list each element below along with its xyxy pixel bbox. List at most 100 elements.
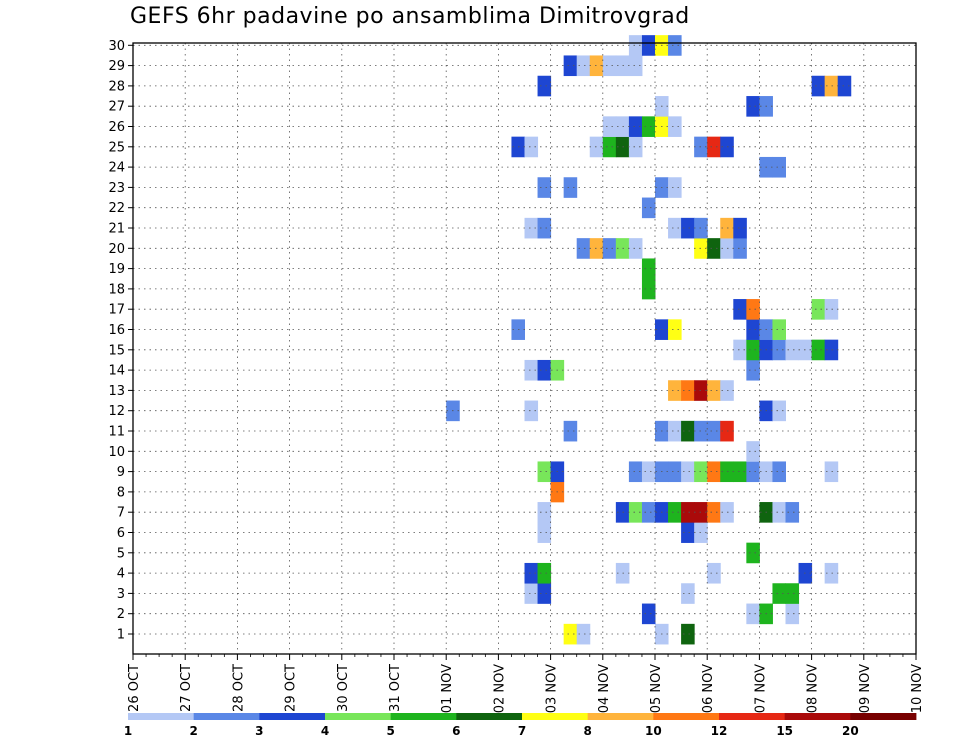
y-tick-label: 1 (117, 628, 125, 643)
heatmap-cell (641, 502, 656, 523)
heatmap-cell (681, 522, 695, 543)
legend-swatch (193, 713, 260, 720)
y-tick-label: 24 (108, 161, 125, 176)
heatmap-cell (524, 136, 539, 158)
heatmap-cell (681, 502, 695, 523)
heatmap-cell (668, 461, 682, 483)
heatmap-cell (576, 55, 591, 77)
heatmap-cell (641, 35, 656, 56)
y-axis: 1234567891011121314151617181920212223242… (108, 39, 133, 643)
heatmap-cell (785, 339, 800, 361)
legend-swatch (128, 713, 195, 720)
heatmap-cell (733, 238, 747, 259)
heatmap-cell (746, 299, 760, 320)
legend-label: 8 (583, 724, 591, 738)
heatmap-cell (668, 319, 682, 340)
x-tick-label: 07 NOV (753, 664, 768, 713)
y-tick-label: 16 (108, 323, 125, 338)
heatmap-cells (446, 35, 852, 645)
heatmap-cell (811, 75, 826, 97)
x-tick-label: 08 NOV (806, 664, 821, 713)
heatmap-cell (576, 238, 591, 259)
y-tick-label: 21 (108, 222, 125, 237)
heatmap-cell (628, 35, 643, 56)
grid-lines (133, 43, 916, 654)
heatmap-cell (681, 583, 695, 604)
heatmap-cell (681, 217, 695, 239)
heatmap-cell (772, 502, 786, 523)
heatmap-cell (537, 217, 552, 239)
x-tick-label: 30 OCT (336, 664, 351, 712)
legend-label: 5 (386, 724, 394, 738)
heatmap-cell (668, 420, 682, 442)
heatmap-cell (668, 217, 682, 239)
heatmap-cell (524, 400, 539, 422)
heatmap-cell (707, 420, 721, 442)
heatmap-cell (537, 562, 552, 584)
y-tick-label: 8 (117, 485, 125, 500)
heatmap-cell (772, 339, 786, 361)
y-tick-label: 3 (117, 587, 125, 602)
heatmap-cell (641, 278, 656, 300)
x-tick-label: 05 NOV (649, 664, 664, 713)
legend-swatch (719, 713, 786, 720)
heatmap-cell (537, 75, 552, 97)
heatmap-cell (746, 319, 760, 340)
y-tick-label: 7 (117, 506, 125, 521)
heatmap-cell (811, 339, 826, 361)
heatmap-cell (602, 116, 617, 137)
heatmap-cell (563, 55, 578, 77)
heatmap-cell (602, 136, 617, 158)
legend-swatch (390, 713, 457, 720)
heatmap-cell (576, 623, 591, 645)
heatmap-cell (772, 319, 786, 340)
heatmap-cell (733, 217, 747, 239)
x-tick-label: 10 NOV (910, 664, 925, 713)
y-tick-label: 11 (108, 425, 125, 440)
color-legend: 1 2 3 4 5 6 7 8 10 12 15 20 (124, 713, 917, 738)
heatmap-cell (668, 116, 682, 137)
y-tick-label: 23 (108, 181, 125, 196)
y-tick-label: 18 (108, 282, 125, 297)
heatmap-cell (537, 461, 552, 483)
x-tick-label: 03 NOV (545, 664, 560, 713)
heatmap-cell (837, 75, 852, 97)
y-tick-label: 20 (108, 242, 125, 257)
heatmap-cell (707, 502, 721, 523)
heatmap-cell (589, 55, 604, 77)
legend-swatch (522, 713, 589, 720)
heatmap-cell (668, 35, 682, 56)
legend-label: 6 (452, 724, 460, 738)
heatmap-cell (628, 136, 643, 158)
heatmap-cell (785, 502, 800, 523)
legend-label: 3 (255, 724, 263, 738)
legend-swatch (325, 713, 392, 720)
legend-swatch (784, 713, 851, 720)
y-tick-label: 26 (108, 120, 125, 135)
heatmap-cell (733, 299, 747, 320)
heatmap-cell (746, 96, 760, 117)
y-tick-label: 14 (108, 364, 125, 379)
heatmap-cell (589, 238, 604, 259)
heatmap-cell (668, 380, 682, 401)
legend-label: 2 (189, 724, 197, 738)
heatmap-cell (733, 461, 747, 483)
legend-swatch (850, 713, 917, 720)
heatmap-cell (824, 75, 839, 97)
heatmap-cell (628, 461, 643, 483)
heatmap-cell (772, 461, 786, 483)
y-tick-label: 15 (108, 343, 125, 358)
legend-label: 12 (711, 724, 728, 738)
x-axis: 26 OCT 27 OCT 28 OCT 29 OCT 30 OCT 31 OCT 01 N… (127, 654, 925, 713)
y-tick-label: 10 (108, 445, 125, 460)
heatmap-cell (602, 55, 617, 77)
heatmap-cell (733, 339, 747, 361)
heatmap-cell (681, 461, 695, 483)
heatmap-cell (628, 502, 643, 523)
heatmap-cell (746, 339, 760, 361)
y-tick-label: 27 (108, 100, 125, 115)
x-tick-label: 01 NOV (440, 664, 455, 713)
x-tick-label: 28 OCT (231, 664, 246, 712)
heatmap-cell (537, 522, 552, 543)
legend-label: 4 (321, 724, 329, 738)
